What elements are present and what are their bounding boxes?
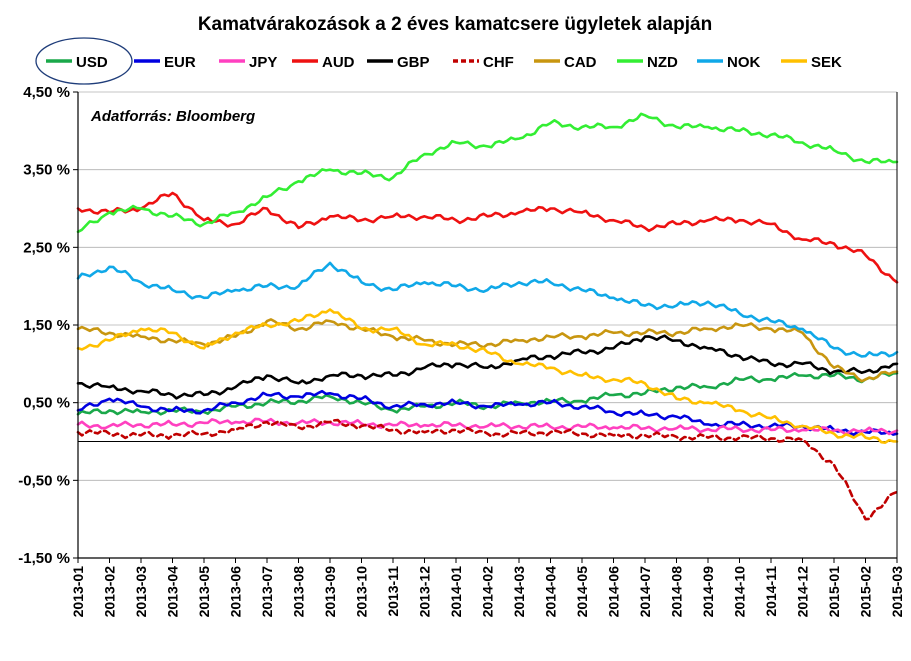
series-line-nok [76,261,899,358]
y-tick-label: 3,50 % [23,162,70,179]
x-tick-label: 2013-03 [133,566,149,618]
y-tick-label: 1,50 % [23,317,70,334]
x-tick-label: 2014-08 [669,566,685,618]
legend-label-gbp: GBP [397,54,430,71]
legend: USD EUR JPY AUD GBP CHF CAD NZD NOK SEK [46,54,842,71]
x-tick-label: 2015-01 [826,566,842,618]
x-tick-label: 2014-10 [732,566,748,618]
source-note: Adatforrás: Bloomberg [90,108,255,125]
series-line-chf [76,418,899,521]
series-line-aud [76,191,899,284]
x-tick-label: 2013-04 [165,566,181,618]
x-tick-label: 2014-07 [637,566,653,618]
legend-label-usd: USD [76,54,108,71]
x-tick-label: 2015-03 [889,566,905,618]
x-tick-label: 2013-11 [385,566,401,617]
x-tick-label: 2014-01 [448,566,464,618]
x-tick-label: 2013-12 [417,566,433,618]
x-tick-label: 2014-04 [543,566,559,618]
legend-label-aud: AUD [322,54,355,71]
series-line-sek [76,308,899,444]
legend-label-jpy: JPY [249,54,277,71]
legend-label-cad: CAD [564,54,597,71]
series-line-gbp [76,334,899,400]
legend-label-nok: NOK [727,54,761,71]
x-tick-label: 2014-05 [574,566,590,618]
plot-series [76,112,899,521]
gridlines [78,91,897,481]
x-tick-label: 2013-09 [322,566,338,618]
x-tick-label: 2013-01 [70,566,86,618]
x-tick-label: 2014-02 [480,566,496,618]
x-tick-label: 2014-06 [606,566,622,618]
legend-label-sek: SEK [811,54,842,71]
x-tick-label: 2013-07 [259,566,275,618]
chart-title: Kamatvárakozások a 2 éves kamatcsere ügy… [198,14,712,35]
y-tick-label: 2,50 % [23,239,70,256]
x-tick-label: 2015-02 [858,566,874,618]
x-tick-label: 2013-10 [354,566,370,618]
series-line-jpy [76,417,899,436]
x-tick-label: 2013-08 [291,566,307,618]
y-tick-label: 4,50 % [23,84,70,101]
x-tick-label: 2014-09 [700,566,716,618]
x-tick-label: 2014-12 [795,566,811,618]
x-tick-label: 2014-11 [763,566,779,617]
y-tick-label: -1,50 % [18,550,70,567]
series-line-eur [76,389,899,436]
legend-label-nzd: NZD [647,54,678,71]
x-tick-label: 2013-05 [196,566,212,618]
y-tick-label: -0,50 % [18,472,70,489]
series-line-nzd [76,112,899,234]
legend-label-chf: CHF [483,54,514,71]
y-axis-ticks: 4,50 % 3,50 % 2,50 % 1,50 % 0,50 % -0,50 % -1,… [18,84,78,567]
legend-label-eur: EUR [164,54,196,71]
series-line-cad [76,318,899,383]
legend-highlight-ellipse [35,37,133,85]
x-tick-label: 2013-06 [228,566,244,618]
x-tick-label: 2014-03 [511,566,527,618]
x-axis-ticks: 2013-01 2013-02 2013-03 2013-04 2013-05 2013-… [70,558,905,617]
y-tick-label: 0,50 % [23,395,70,412]
x-tick-label: 2013-02 [102,566,118,618]
